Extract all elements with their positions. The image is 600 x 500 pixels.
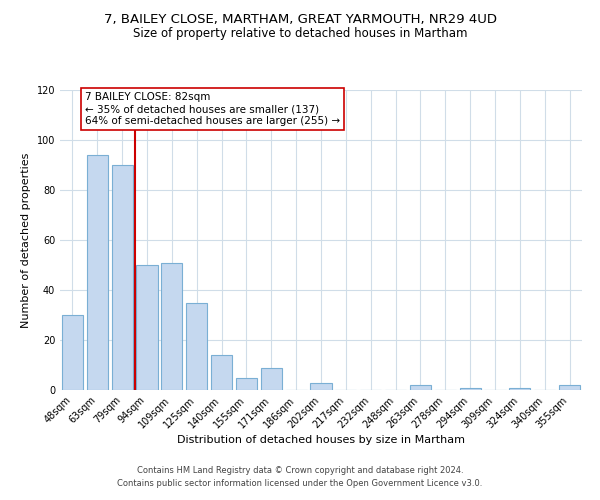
- Bar: [211, 355, 232, 390]
- Text: 7, BAILEY CLOSE, MARTHAM, GREAT YARMOUTH, NR29 4UD: 7, BAILEY CLOSE, MARTHAM, GREAT YARMOUTH…: [104, 12, 497, 26]
- Bar: [559, 385, 580, 390]
- Bar: [112, 165, 133, 390]
- Text: Contains HM Land Registry data © Crown copyright and database right 2024.
Contai: Contains HM Land Registry data © Crown c…: [118, 466, 482, 487]
- Bar: [261, 368, 282, 390]
- Bar: [136, 265, 158, 390]
- Bar: [186, 302, 207, 390]
- X-axis label: Distribution of detached houses by size in Martham: Distribution of detached houses by size …: [177, 436, 465, 446]
- Y-axis label: Number of detached properties: Number of detached properties: [21, 152, 31, 328]
- Bar: [509, 388, 530, 390]
- Text: Size of property relative to detached houses in Martham: Size of property relative to detached ho…: [133, 28, 467, 40]
- Bar: [460, 388, 481, 390]
- Bar: [62, 315, 83, 390]
- Bar: [161, 262, 182, 390]
- Bar: [87, 155, 108, 390]
- Bar: [236, 378, 257, 390]
- Bar: [310, 382, 332, 390]
- Bar: [410, 385, 431, 390]
- Text: 7 BAILEY CLOSE: 82sqm
← 35% of detached houses are smaller (137)
64% of semi-det: 7 BAILEY CLOSE: 82sqm ← 35% of detached …: [85, 92, 340, 126]
